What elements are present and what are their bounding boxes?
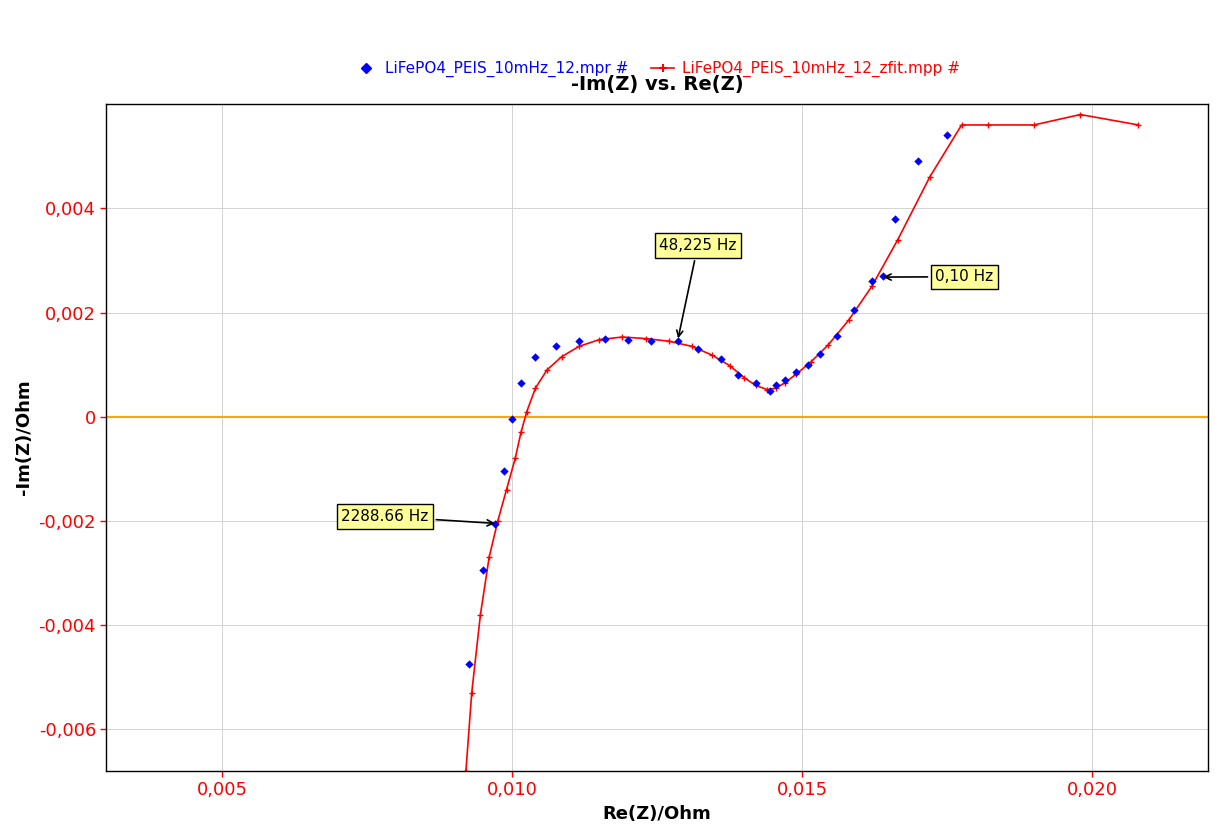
Point (596, 332, 615, 345)
Point (503, 412, 522, 426)
Text: 48,225 Hz: 48,225 Hz (659, 238, 736, 337)
Point (486, 517, 505, 530)
Point (937, 129, 956, 142)
Point (569, 334, 588, 348)
Point (786, 365, 806, 379)
Point (689, 342, 708, 355)
Point (712, 353, 731, 366)
X-axis label: Re(Z)/Ohm: Re(Z)/Ohm (603, 805, 712, 823)
Point (761, 384, 780, 397)
Point (459, 658, 478, 671)
Point (767, 379, 786, 392)
Point (845, 303, 865, 317)
Point (885, 212, 905, 225)
Point (729, 369, 748, 382)
Point (511, 376, 531, 390)
Point (494, 465, 514, 478)
Point (668, 334, 687, 348)
Point (526, 350, 545, 364)
Point (873, 269, 893, 282)
Point (810, 348, 829, 361)
Point (909, 155, 928, 168)
Point (827, 329, 846, 343)
Point (545, 339, 565, 353)
Text: 0,10 Hz: 0,10 Hz (885, 269, 993, 284)
Point (746, 376, 766, 390)
Point (473, 564, 493, 577)
Point (799, 358, 818, 371)
Title: -Im(Z) vs. Re(Z): -Im(Z) vs. Re(Z) (571, 75, 744, 94)
Text: 2288.66 Hz: 2288.66 Hz (341, 509, 493, 526)
Point (642, 334, 662, 348)
Y-axis label: -Im(Z)/Ohm: -Im(Z)/Ohm (15, 380, 33, 495)
Point (619, 333, 638, 346)
Legend: LiFePO4_PEIS_10mHz_12.mpr #, LiFePO4_PEIS_10mHz_12_zfit.mpp #: LiFePO4_PEIS_10mHz_12.mpr #, LiFePO4_PEI… (349, 55, 966, 84)
Point (775, 374, 795, 387)
Point (862, 275, 882, 288)
